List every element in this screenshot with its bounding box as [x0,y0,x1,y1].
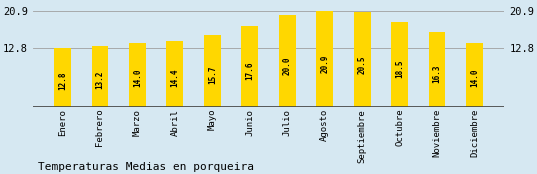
Bar [394,53,405,107]
Text: 15.7: 15.7 [208,65,217,84]
Bar [241,26,258,107]
Text: 17.6: 17.6 [245,61,255,80]
Text: Temperaturas Medias en porqueira: Temperaturas Medias en porqueira [38,162,253,172]
Text: 14.0: 14.0 [133,69,142,88]
Bar [54,48,71,107]
Text: 20.5: 20.5 [358,55,367,74]
Text: 13.2: 13.2 [96,71,105,89]
Text: 18.5: 18.5 [395,60,404,78]
Bar [320,53,330,107]
Bar [95,53,105,107]
Text: 14.4: 14.4 [170,68,179,87]
Bar [282,53,293,107]
Bar [466,42,483,107]
Bar [357,53,367,107]
Bar [166,41,183,107]
Bar [244,53,255,107]
Text: 12.8: 12.8 [58,72,67,90]
Bar [204,35,221,107]
Text: 20.0: 20.0 [282,56,292,75]
Bar [279,15,296,107]
Bar [316,10,333,107]
Bar [207,53,217,107]
Bar [170,53,180,107]
Bar [354,12,371,107]
Bar [469,53,480,107]
Bar [91,46,108,107]
Bar [129,42,146,107]
Bar [432,53,442,107]
Text: 14.0: 14.0 [470,69,479,88]
Bar [57,53,68,107]
Text: 20.9: 20.9 [320,54,329,73]
Bar [132,53,143,107]
Bar [429,32,446,107]
Text: 16.3: 16.3 [432,64,441,83]
Bar [391,22,408,107]
